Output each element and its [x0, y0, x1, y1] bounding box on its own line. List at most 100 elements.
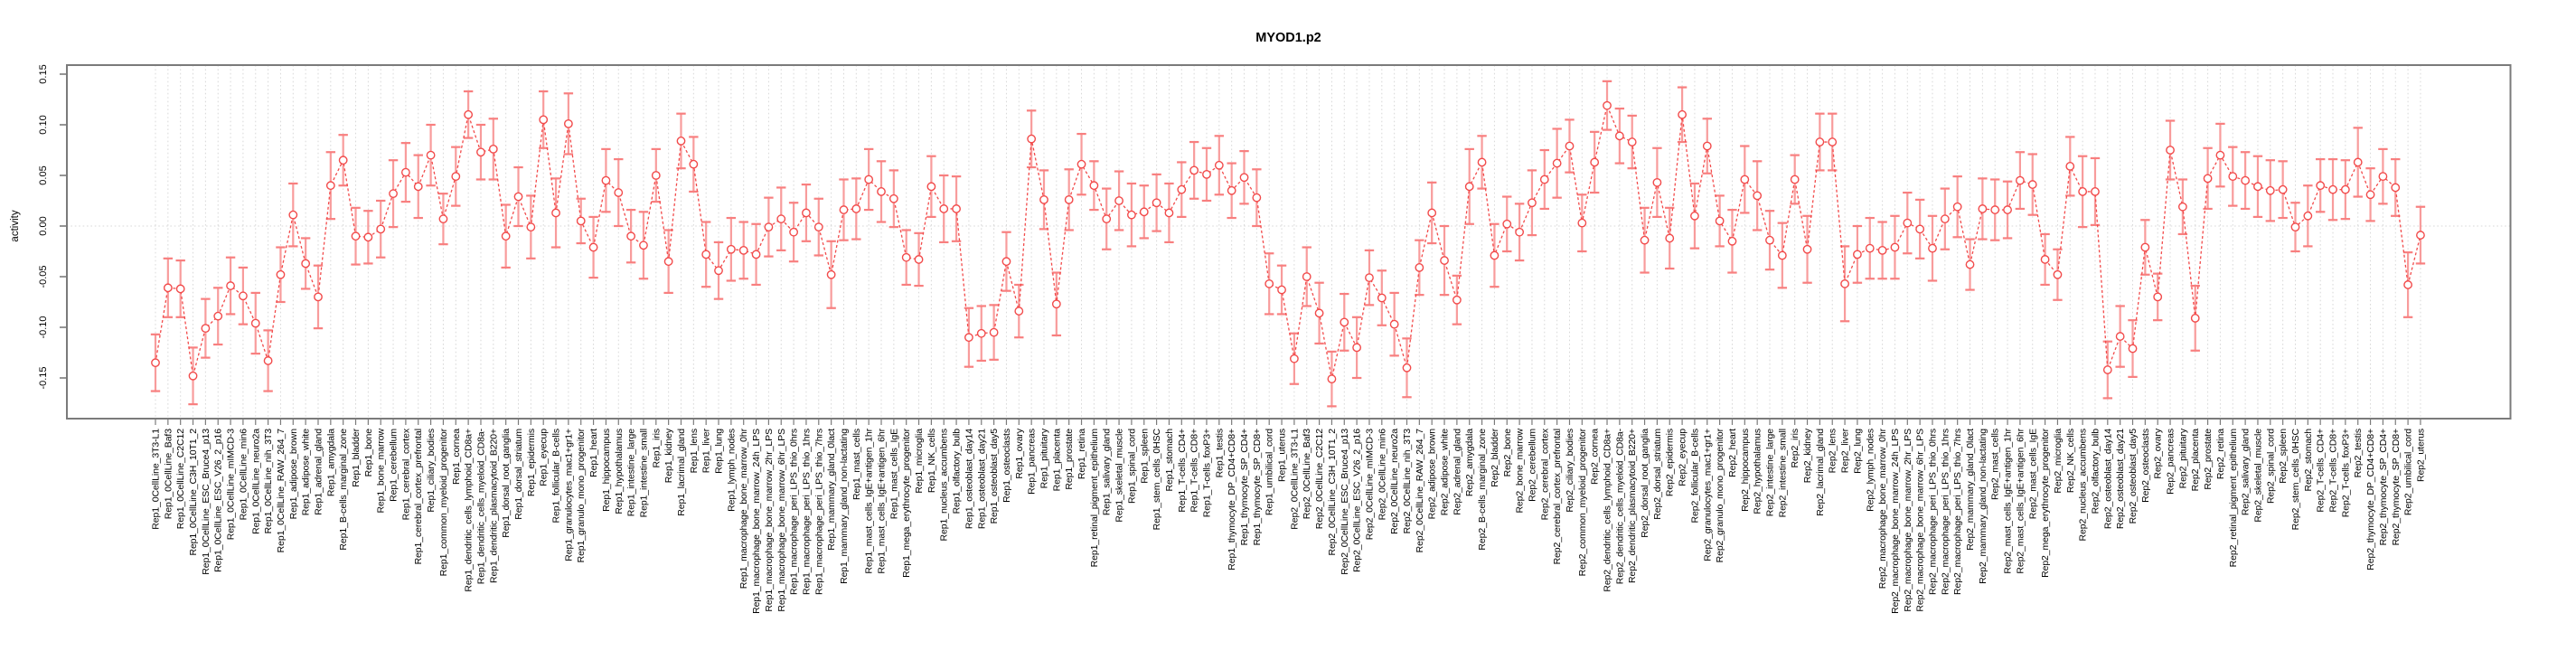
- data-point: [1702, 141, 1712, 151]
- x-tick-label: Rep2_uterus: [2415, 429, 2426, 482]
- data-point: [363, 232, 373, 242]
- x-tick-label: Rep2_dorsal_striatum: [1652, 429, 1663, 520]
- x-tick-label: Rep2_salivary_gland: [2241, 429, 2252, 515]
- x-tick-label: Rep1_mast_cells: [851, 429, 862, 500]
- data-point: [1652, 177, 1662, 187]
- data-point: [201, 324, 211, 334]
- data-point: [676, 137, 686, 146]
- x-tick-label: Rep2_0CellLine_ESC_V26_2_p16: [1352, 429, 1363, 572]
- x-tick-label: Rep1_dendritic_plasmacytoid_B220+: [488, 429, 499, 583]
- x-tick-label: Rep1_skeletal_muscle: [1114, 429, 1125, 523]
- x-tick-label: Rep2_mega_erythrocyte_progenitor: [2040, 428, 2051, 578]
- x-tick-label: Rep1_0CellLine_Baf3: [163, 429, 174, 520]
- y-tick-label: -0.15: [38, 366, 49, 389]
- data-point: [1064, 194, 1074, 204]
- data-point: [376, 224, 386, 234]
- x-tick-label: Rep1_dorsal_root_ganglia: [501, 429, 512, 538]
- x-tick-label: Rep2_liver: [1840, 428, 1851, 473]
- x-tick-label: Rep2_0CellLine_mIMCD-3: [1364, 429, 1375, 541]
- data-point: [714, 266, 723, 276]
- x-tick-label: Rep2_pancreas: [2166, 429, 2176, 495]
- x-tick-label: Rep2_follicular_B-cells: [1689, 429, 1700, 524]
- x-tick-label: Rep2_stem_cells_0HSC: [2290, 428, 2301, 530]
- data-point: [1139, 207, 1149, 217]
- x-tick-label: Rep2_amygdala: [1464, 429, 1475, 496]
- x-tick-label: Rep2_T-cells_CD4+: [2316, 429, 2327, 513]
- x-tick-label: Rep1_iris: [651, 429, 662, 467]
- data-point: [2203, 174, 2213, 184]
- data-point: [163, 283, 173, 293]
- x-tick-label: Rep2_osteoblast_day5: [2128, 429, 2139, 524]
- x-tick-label: Rep2_macrophage_bone_marrow_0hr: [1877, 428, 1888, 589]
- data-point: [2303, 211, 2313, 221]
- x-tick-label: Rep1_lens: [689, 429, 700, 473]
- x-tick-label: Rep1_lacrimal_gland: [676, 429, 687, 516]
- x-tick-label: Rep1_cerebral_cortex_prefrontal: [413, 429, 424, 564]
- x-tick-label: Rep1_intestine_large: [626, 429, 637, 516]
- x-tick-label: Rep2_thymocyte_DP_CD4+CD8+: [2365, 429, 2376, 571]
- data-point: [1965, 259, 1975, 269]
- data-point: [325, 181, 335, 191]
- x-tick-label: Rep2_cerebral_cortex: [1539, 428, 1550, 520]
- x-tick-label: Rep1_osteoblast_day5: [989, 429, 1000, 524]
- data-point: [1865, 243, 1875, 253]
- data-point: [276, 269, 286, 279]
- data-point: [864, 175, 874, 184]
- y-tick-label: -0.05: [38, 265, 49, 288]
- data-point: [926, 182, 936, 192]
- data-point: [2091, 187, 2100, 196]
- data-point: [1427, 208, 1437, 218]
- data-point: [851, 204, 861, 213]
- x-tick-label: Rep2_spleen: [2278, 429, 2289, 484]
- data-point: [539, 115, 549, 125]
- x-tick-label: Rep2_microglia: [2053, 429, 2064, 494]
- x-tick-label: Rep2_osteoclasts: [2140, 429, 2151, 503]
- x-tick-label: Rep2_stomach: [2303, 429, 2314, 492]
- data-point: [614, 188, 624, 197]
- x-tick-label: Rep2_cornea: [1590, 429, 1601, 485]
- x-tick-label: Rep2_placenta: [2190, 429, 2201, 492]
- y-tick-label: 0.15: [38, 64, 49, 83]
- data-point: [1365, 273, 1374, 283]
- x-tick-label: Rep2_granulo_mono_progenitor: [1715, 428, 1725, 562]
- data-point: [2102, 365, 2112, 374]
- x-tick-label: Rep2_osteoblast_day14: [2102, 429, 2113, 529]
- x-axis: Rep1_0CellLine_3T3-L1 Rep1_0CellLine_Baf3…: [151, 419, 2426, 614]
- data-point: [952, 204, 961, 213]
- data-point: [2177, 202, 2187, 212]
- x-tick-label: Rep1_macrophage_peri_LPS_thio_0hrs: [789, 429, 800, 595]
- data-point: [751, 250, 761, 259]
- data-point: [839, 205, 849, 214]
- data-point: [1227, 185, 1236, 195]
- data-point: [1340, 317, 1349, 327]
- x-tick-label: Rep2_lens: [1828, 429, 1838, 473]
- x-tick-label: Rep1_thymocyte_SP_CD4+: [1239, 429, 1250, 545]
- data-point: [1565, 141, 1575, 151]
- x-tick-label: Rep2_umbilical_cord: [2403, 429, 2414, 515]
- x-tick-label: Rep1_adipose_brown: [288, 429, 299, 520]
- y-tick-label: 0.05: [38, 165, 49, 184]
- data-point: [1765, 235, 1774, 245]
- data-point: [263, 356, 273, 365]
- data-point: [1928, 243, 1937, 253]
- x-tick-label: Rep2_intestine_large: [1765, 429, 1776, 516]
- x-tick-label: Rep2_thymocyte_SP_CD4+: [2378, 429, 2389, 545]
- x-tick-label: Rep1_lung: [714, 429, 725, 474]
- data-point: [639, 241, 648, 250]
- x-tick-label: Rep2_0CellLine_neuro2a: [1389, 429, 1400, 534]
- x-tick-label: Rep1_cornea: [451, 429, 462, 485]
- data-point: [1164, 208, 1174, 218]
- data-point: [226, 281, 235, 290]
- x-tick-label: Rep1_pituitary: [1039, 428, 1049, 488]
- data-point: [2166, 146, 2175, 155]
- data-point: [826, 269, 836, 279]
- data-point: [901, 252, 911, 262]
- x-tick-label: Rep1_hypothalamus: [614, 429, 625, 514]
- x-tick-label: Rep1_spleen: [1139, 429, 1150, 484]
- x-tick-label: Rep2_prostate: [2203, 429, 2214, 490]
- data-point: [1940, 214, 1950, 224]
- x-tick-label: Rep2_macrophage_peri_LPS_thio_1hrs: [1940, 429, 1951, 595]
- data-point: [314, 292, 323, 302]
